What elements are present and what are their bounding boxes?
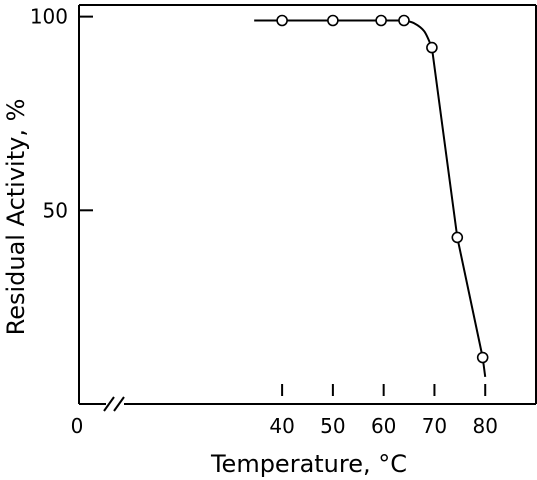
data-series	[254, 14, 489, 378]
x-axis-break-mark	[103, 396, 115, 412]
data-point	[398, 14, 410, 27]
data-point	[327, 14, 339, 27]
x-tick-label: 40	[269, 414, 294, 438]
data-point	[451, 231, 464, 244]
y-axis-label: Residual Activity, %	[2, 99, 30, 336]
x-tick-label: 80	[472, 414, 497, 438]
plot-frame	[78, 4, 537, 412]
x-axis-origin-label: 0	[71, 414, 84, 438]
series-line	[254, 19, 487, 378]
data-point	[476, 351, 489, 364]
axis-ticks: 40 50 60 70 80 50 100	[30, 5, 498, 438]
x-tick-label: 50	[320, 414, 345, 438]
data-point	[375, 14, 387, 27]
x-axis-break-mark	[113, 396, 125, 412]
x-tick-label: 70	[422, 414, 447, 438]
x-tick-label: 60	[371, 414, 396, 438]
x-axis-label: Temperature, °C	[210, 450, 407, 478]
data-point	[426, 41, 438, 54]
y-tick-label: 50	[43, 198, 68, 222]
axis-text: 0 Temperature, °C Residual Activity, %	[2, 99, 407, 478]
data-point	[276, 14, 288, 27]
y-tick-label: 100	[30, 5, 68, 29]
